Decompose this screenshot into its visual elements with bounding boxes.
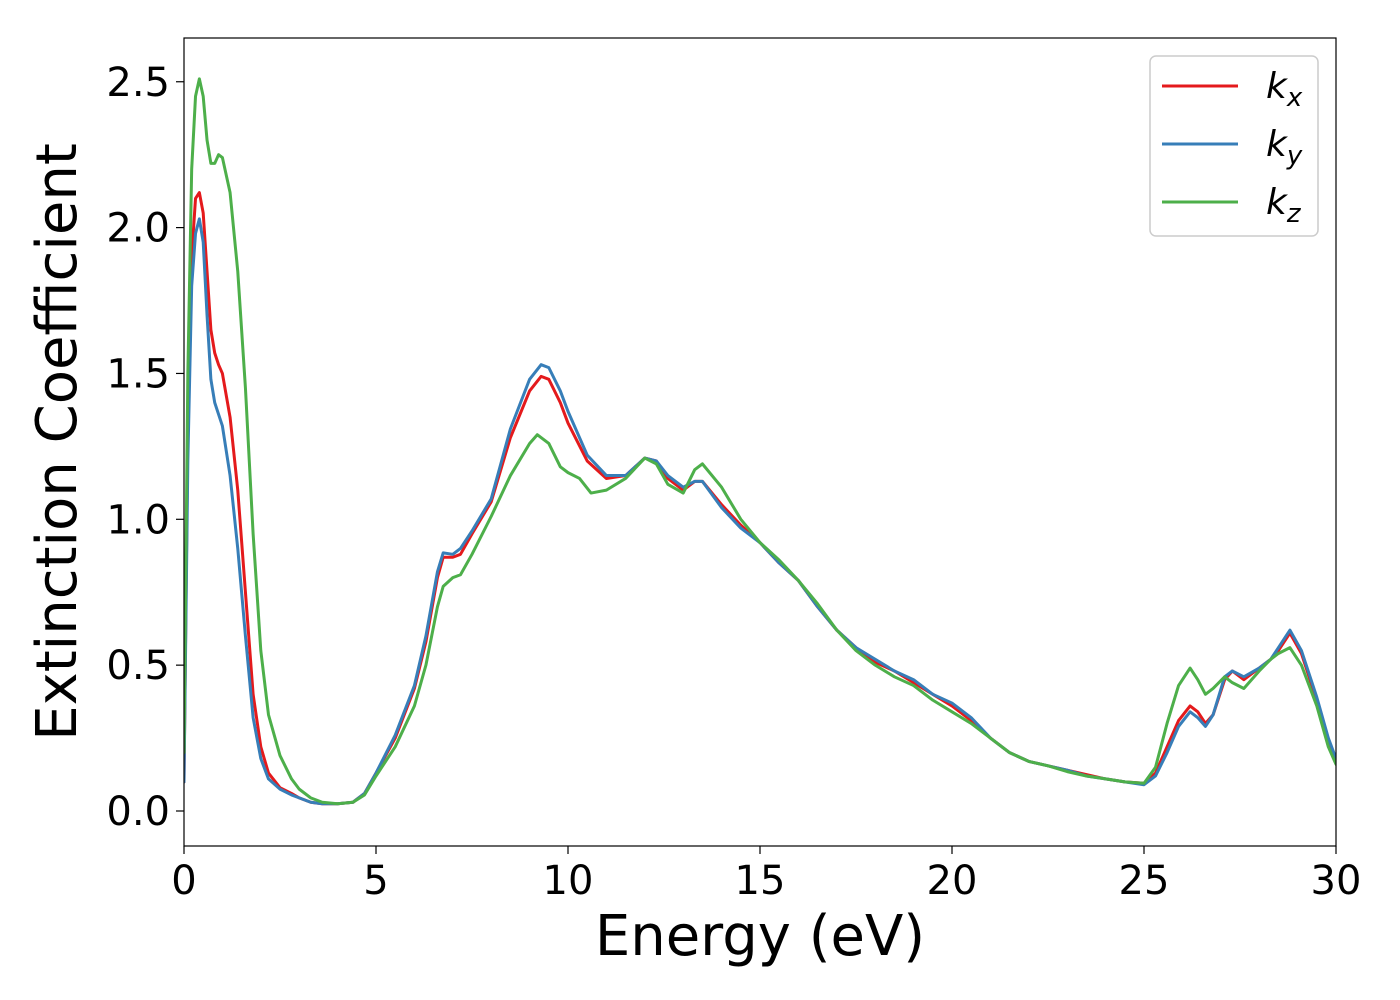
y-axis-title: Extinction Coefficient (25, 143, 90, 741)
series-line-y (184, 217, 1336, 806)
x-axis: 0 5 10 15 20 25 30 (171, 846, 1361, 904)
legend-box (1149, 55, 1319, 237)
series-layer (184, 77, 1336, 806)
y-tick-label: 0.5 (106, 643, 170, 689)
legend-label-x: kx (1266, 66, 1303, 113)
legend: kx ky kz (1149, 55, 1319, 237)
x-tick-label: 15 (735, 858, 786, 904)
y-tick-label: 1.5 (106, 351, 170, 397)
series-line-z (184, 77, 1336, 806)
y-tick-label: 2.5 (106, 60, 170, 106)
x-tick-label: 20 (927, 858, 978, 904)
x-tick-label: 30 (1311, 858, 1362, 904)
x-tick-label: 0 (171, 858, 196, 904)
x-axis-title: Energy (eV) (595, 904, 925, 969)
x-tick-label: 5 (363, 858, 388, 904)
y-tick-label: 2.0 (106, 206, 170, 252)
x-tick-label: 10 (543, 858, 594, 904)
y-tick-label: 1.0 (106, 497, 170, 543)
y-axis: 0.0 0.5 1.0 1.5 2.0 2.5 (106, 60, 184, 835)
legend-label-y: ky (1266, 124, 1303, 171)
y-tick-label: 0.0 (106, 789, 170, 835)
legend-label-z: kz (1266, 182, 1302, 229)
x-tick-label: 25 (1119, 858, 1170, 904)
